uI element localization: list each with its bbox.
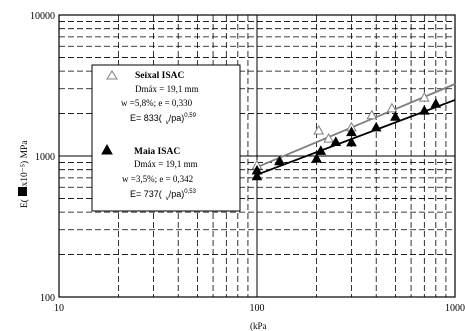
data-point-maia [330, 136, 342, 146]
x-axis-label: (kPa [250, 321, 267, 331]
x-tick-label: 1000 [445, 303, 465, 314]
data-point-maia [370, 121, 382, 132]
y-tick-label: 1000 [35, 152, 55, 163]
data-point-maia [251, 170, 263, 181]
legend-marker-maia [101, 143, 113, 155]
data-point-maia [390, 111, 401, 121]
legend-line-seixal-2: w =5,8%; e = 0,330 [121, 98, 193, 108]
data-point-maia [430, 98, 442, 108]
legend-equation-maia: E= 737(v/pa)0,53 [130, 189, 197, 202]
data-point-seixal [313, 124, 325, 135]
x-tick-label: 10 [54, 303, 64, 314]
data-point-seixal [323, 133, 334, 143]
data-point-seixal [366, 109, 378, 120]
legend-line-maia-2: w =3,5%; e = 0,342 [122, 174, 193, 184]
y-tick-label: 100 [40, 293, 55, 304]
y-tick-label: 10000 [30, 11, 55, 22]
axes [58, 14, 456, 298]
data-point-maia [418, 105, 430, 115]
data-point-maia [315, 145, 327, 155]
legend-box [91, 64, 241, 212]
y-axis-label: E( =4x10⁻⁵) MPa [19, 140, 30, 208]
legend-marker-seixal [106, 70, 118, 80]
data-point-seixal [386, 102, 398, 113]
legend-title-seixal: Seixal ISAC [135, 71, 184, 81]
data-points [251, 91, 442, 181]
y-axis-label-symbol [18, 187, 27, 196]
legend-line-maia-1: Dmáx = 19,1 mm [134, 159, 198, 169]
legend-line-seixal-1: Dmáx = 19,1 mm [135, 84, 199, 94]
data-point-maia [274, 155, 285, 166]
data-point-maia [346, 126, 357, 137]
legend: Seixal ISAC Dmáx = 19,1 mm w =5,8%; e = … [91, 64, 241, 212]
legend-equation-seixal: E= 833(v/pa)0,59 [130, 113, 197, 126]
x-tick-label: 100 [250, 303, 265, 314]
plot-frame [58, 14, 456, 298]
data-point-maia [346, 136, 357, 147]
data-point-maia [311, 152, 322, 163]
data-point-seixal [418, 91, 430, 102]
legend-title-maia: Maia ISAC [134, 147, 180, 157]
data-point-maia [251, 164, 263, 175]
